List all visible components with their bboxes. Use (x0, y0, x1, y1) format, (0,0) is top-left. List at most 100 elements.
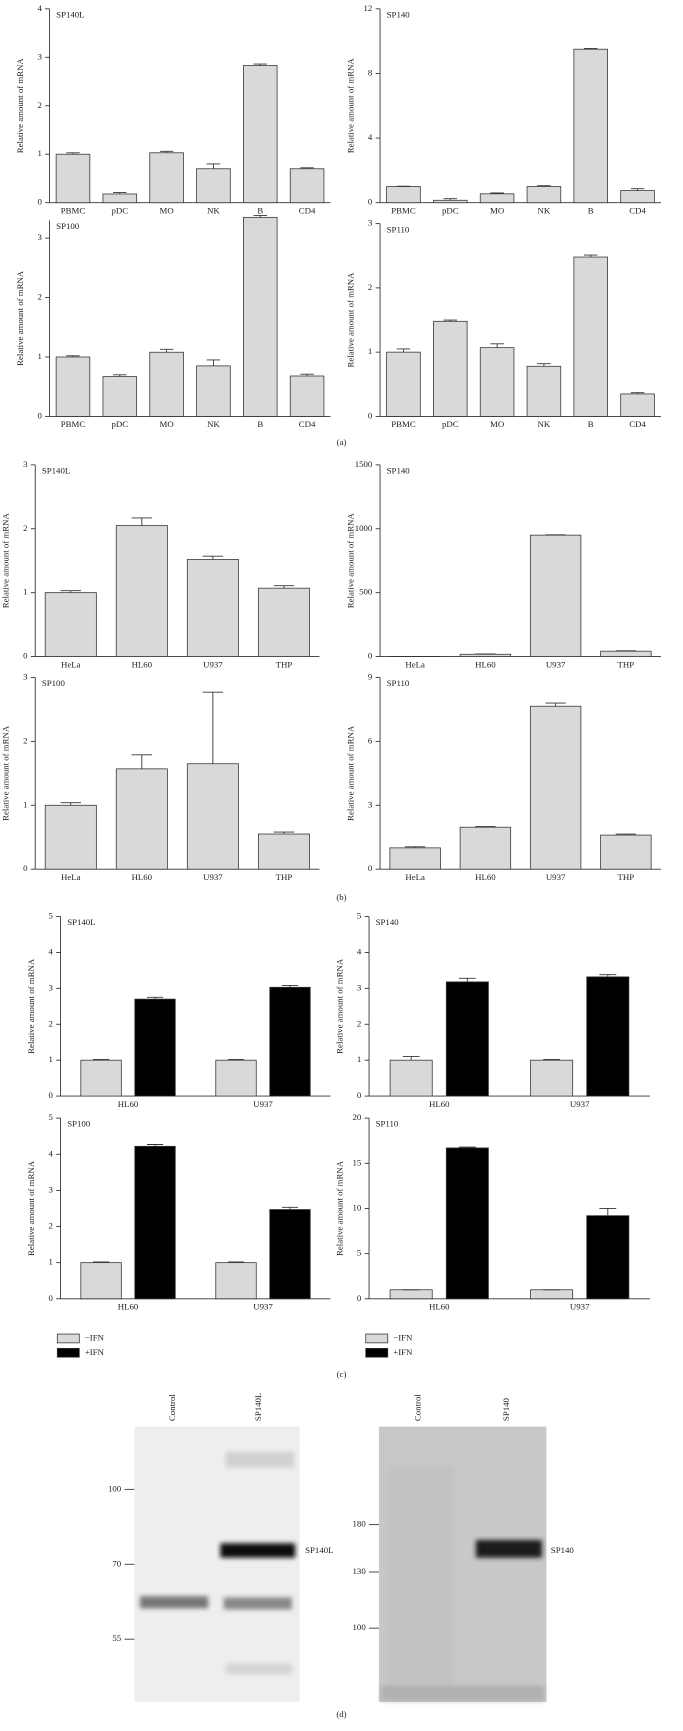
error-bar (458, 977, 476, 982)
error-bar (396, 348, 411, 353)
bar (186, 763, 239, 870)
x-tick-label: HL60 (475, 659, 496, 669)
bar (44, 804, 97, 870)
error-bar (583, 254, 598, 258)
y-tick-label: 20 (353, 1112, 362, 1122)
y-tick-label: 0 (23, 651, 28, 661)
x-tick-label: U937 (546, 872, 566, 882)
y-tick-label: 9 (368, 671, 373, 681)
bar (529, 705, 582, 870)
y-tick-label: 3 (368, 218, 373, 228)
lane-label: Control (167, 1394, 177, 1421)
y-tick-label: 500 (359, 587, 373, 597)
bar (289, 168, 325, 204)
bar (215, 1262, 257, 1300)
error-bar (253, 63, 267, 66)
error-bar (490, 192, 504, 194)
error-bar (206, 163, 221, 169)
y-axis-label: Relative amount of mRNA (26, 958, 36, 1054)
legend-label: −IFN (85, 1332, 105, 1342)
chart-title: SP140L (67, 917, 95, 927)
bar (389, 1059, 433, 1097)
x-tick-label: PBMC (61, 206, 86, 216)
chart-title: SP140 (387, 466, 411, 476)
bar (55, 356, 91, 417)
bar (459, 826, 512, 870)
x-tick-label: PBMC (391, 206, 416, 216)
y-tick-label: 0 (37, 410, 42, 420)
lane-label: SP140L (253, 1393, 263, 1421)
bar (620, 393, 655, 417)
x-tick-label: CD4 (629, 206, 646, 216)
y-tick-label: 12 (364, 3, 373, 13)
y-tick-label: 1 (37, 148, 41, 158)
bar (459, 653, 512, 657)
error-bar (583, 47, 598, 50)
y-tick-label: 0 (23, 863, 28, 873)
bar (445, 1147, 489, 1300)
y-tick-label: 2 (37, 100, 41, 110)
x-tick-label: CD4 (299, 419, 316, 429)
y-axis-label: Relative amount of mRNA (26, 1160, 36, 1256)
y-tick-label: 0 (357, 1293, 362, 1303)
x-tick-label: U937 (570, 1099, 590, 1109)
x-tick-label: CD4 (299, 206, 316, 216)
legend-label: +IFN (393, 1347, 413, 1357)
bar (215, 1059, 257, 1097)
x-tick-label: MO (160, 206, 174, 216)
y-tick-label: 2 (368, 282, 372, 292)
bar (55, 153, 91, 204)
bar (134, 998, 176, 1097)
y-tick-label: 1 (23, 799, 27, 809)
y-tick-label: 10 (353, 1202, 362, 1212)
y-axis-label: Relative amount of mRNA (345, 513, 355, 609)
marker-label: 55 (112, 1633, 121, 1643)
error-bar (159, 348, 174, 353)
bar (196, 168, 231, 204)
chart-title: SP140L (42, 466, 70, 476)
bar (386, 351, 421, 417)
y-axis-label: Relative amount of mRNA (15, 270, 25, 366)
error-bar (206, 359, 221, 366)
error-bar (458, 1146, 476, 1148)
error-bar (146, 996, 164, 1000)
y-tick-label: 1 (23, 587, 27, 597)
error-bar (300, 373, 314, 376)
y-tick-label: 4 (37, 3, 42, 13)
bar (479, 347, 515, 417)
x-tick-label: MO (160, 419, 174, 429)
chart-title: SP110 (387, 224, 410, 234)
error-bar (281, 985, 299, 988)
y-tick-label: 0 (368, 410, 373, 420)
y-tick-label: 15 (353, 1157, 362, 1167)
bar (149, 351, 184, 417)
band-label: SP140 (551, 1545, 575, 1555)
error-bar (60, 590, 82, 593)
error-bar (443, 319, 458, 322)
x-tick-label: THP (276, 872, 293, 882)
error-bar (615, 833, 636, 836)
error-bar (273, 585, 295, 589)
y-tick-label: 0 (368, 197, 373, 207)
x-tick-label: NK (207, 206, 220, 216)
y-tick-label: 2 (23, 523, 27, 533)
bar (115, 768, 168, 870)
bar (115, 525, 168, 657)
marker-label: 70 (112, 1558, 121, 1568)
bar (573, 48, 608, 204)
y-axis-label: Relative amount of mRNA (15, 58, 25, 154)
bar (102, 376, 138, 417)
y-tick-label: 4 (48, 1148, 53, 1158)
y-axis-label: Relative amount of mRNA (345, 272, 355, 368)
x-tick-label: HeLa (61, 659, 81, 669)
x-tick-label: HL60 (132, 659, 153, 669)
bar (134, 1145, 176, 1300)
chart-title: SP140 (387, 9, 411, 19)
bar (196, 365, 231, 417)
bar (257, 833, 310, 870)
y-tick-label: 3 (23, 459, 28, 469)
y-tick-label: 0 (357, 1090, 362, 1100)
error-bar (537, 185, 551, 187)
y-axis-label: Relative amount of mRNA (345, 725, 355, 821)
y-tick-label: 1 (48, 1054, 52, 1064)
